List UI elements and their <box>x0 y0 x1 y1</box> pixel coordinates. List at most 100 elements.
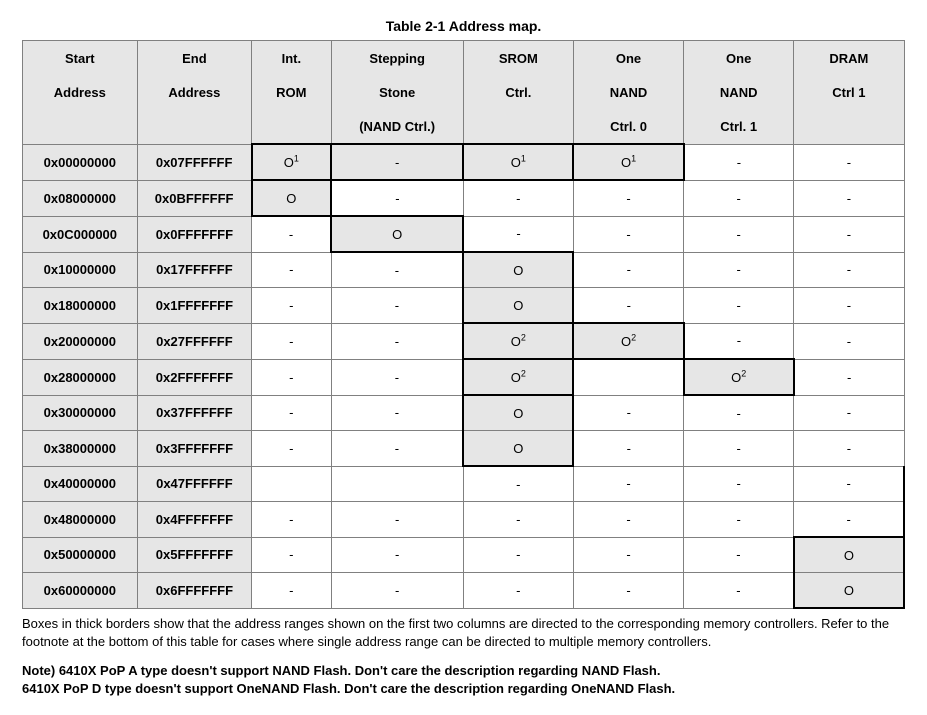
start-address: 0x30000000 <box>23 395 138 431</box>
end-address: 0x2FFFFFFF <box>137 359 252 395</box>
end-address: 0x0FFFFFFF <box>137 216 252 252</box>
table-cell: - <box>331 180 463 216</box>
table-cell: - <box>794 144 904 180</box>
table-cell: - <box>684 180 794 216</box>
table-title: Table 2-1 Address map. <box>22 18 905 34</box>
table-cell: - <box>252 395 331 431</box>
table-row: 0x080000000x0BFFFFFFO----- <box>23 180 905 216</box>
end-address: 0x4FFFFFFF <box>137 502 252 538</box>
column-header: One <box>573 41 683 76</box>
column-header: Ctrl. 0 <box>573 109 683 144</box>
note-line-2: 6410X PoP D type doesn't support OneNAND… <box>22 680 905 698</box>
table-row: 0x000000000x07FFFFFFO1-O1O1-- <box>23 144 905 180</box>
column-header: (NAND Ctrl.) <box>331 109 463 144</box>
column-header: Address <box>137 75 252 109</box>
table-cell: - <box>331 359 463 395</box>
table-header: StartEndInt.SteppingSROMOneOneDRAM Addre… <box>23 41 905 145</box>
table-cell: - <box>573 288 683 324</box>
start-address: 0x60000000 <box>23 573 138 609</box>
start-address: 0x48000000 <box>23 502 138 538</box>
table-cell: - <box>794 395 904 431</box>
table-cell: - <box>684 573 794 609</box>
table-cell: - <box>573 180 683 216</box>
column-header <box>252 109 331 144</box>
end-address: 0x17FFFFFF <box>137 252 252 288</box>
start-address: 0x00000000 <box>23 144 138 180</box>
table-cell: - <box>684 431 794 467</box>
table-cell: - <box>331 431 463 467</box>
table-cell: - <box>684 252 794 288</box>
table-cell: - <box>331 252 463 288</box>
table-cell: - <box>684 144 794 180</box>
end-address: 0x5FFFFFFF <box>137 537 252 573</box>
table-cell: - <box>331 502 463 538</box>
column-header <box>137 109 252 144</box>
table-cell: - <box>794 252 904 288</box>
column-header: Address <box>23 75 138 109</box>
table-cell: - <box>794 466 904 502</box>
table-cell: - <box>252 431 331 467</box>
start-address: 0x18000000 <box>23 288 138 324</box>
table-cell: O2 <box>684 359 794 395</box>
end-address: 0x6FFFFFFF <box>137 573 252 609</box>
column-header: Int. <box>252 41 331 76</box>
column-header: Stone <box>331 75 463 109</box>
table-cell: - <box>684 323 794 359</box>
start-address: 0x40000000 <box>23 466 138 502</box>
table-cell: - <box>684 216 794 252</box>
table-row: 0x600000000x6FFFFFFF-----O <box>23 573 905 609</box>
column-header: Ctrl 1 <box>794 75 904 109</box>
table-row: 0x100000000x17FFFFFF--O--- <box>23 252 905 288</box>
table-cell: O1 <box>463 144 573 180</box>
table-row: 0x200000000x27FFFFFF--O2O2-- <box>23 323 905 359</box>
table-cell: O <box>463 395 573 431</box>
table-cell: - <box>331 144 463 180</box>
table-cell: - <box>573 431 683 467</box>
table-cell: - <box>573 252 683 288</box>
table-row: 0x480000000x4FFFFFFF------ <box>23 502 905 538</box>
column-header: End <box>137 41 252 76</box>
table-cell: - <box>794 216 904 252</box>
end-address: 0x47FFFFFF <box>137 466 252 502</box>
table-cell: - <box>252 288 331 324</box>
table-cell: - <box>684 395 794 431</box>
column-header: Start <box>23 41 138 76</box>
table-row: 0x180000000x1FFFFFFF--O--- <box>23 288 905 324</box>
column-header: Ctrl. 1 <box>684 109 794 144</box>
table-cell: - <box>794 359 904 395</box>
column-header: NAND <box>573 75 683 109</box>
table-cell: - <box>463 537 573 573</box>
end-address: 0x1FFFFFFF <box>137 288 252 324</box>
end-address: 0x37FFFFFF <box>137 395 252 431</box>
table-cell: - <box>252 502 331 538</box>
table-cell: O2 <box>463 359 573 395</box>
table-cell: O <box>794 573 904 609</box>
end-address: 0x3FFFFFFF <box>137 431 252 467</box>
table-cell: - <box>573 466 683 502</box>
table-cell: - <box>463 573 573 609</box>
table-cell: - <box>331 395 463 431</box>
table-row: 0x500000000x5FFFFFFF-----O <box>23 537 905 573</box>
table-cell: - <box>331 288 463 324</box>
column-header: Stepping <box>331 41 463 76</box>
column-header: SROM <box>463 41 573 76</box>
start-address: 0x10000000 <box>23 252 138 288</box>
column-header <box>23 109 138 144</box>
column-header <box>463 109 573 144</box>
column-header: Ctrl. <box>463 75 573 109</box>
table-body: 0x000000000x07FFFFFFO1-O1O1--0x080000000… <box>23 144 905 608</box>
table-row: 0x300000000x37FFFFFF--O--- <box>23 395 905 431</box>
table-cell: O2 <box>463 323 573 359</box>
table-cell: - <box>252 323 331 359</box>
table-cell: O <box>463 252 573 288</box>
table-cell: O1 <box>252 144 331 180</box>
table-row: 0x280000000x2FFFFFFF--O2 O2- <box>23 359 905 395</box>
column-header: NAND <box>684 75 794 109</box>
end-address: 0x27FFFFFF <box>137 323 252 359</box>
address-map-table: StartEndInt.SteppingSROMOneOneDRAM Addre… <box>22 40 905 609</box>
start-address: 0x20000000 <box>23 323 138 359</box>
table-row: 0x380000000x3FFFFFFF--O--- <box>23 431 905 467</box>
table-cell: - <box>794 502 904 538</box>
table-cell: - <box>794 431 904 467</box>
table-row: 0x0C0000000x0FFFFFFF-O---- <box>23 216 905 252</box>
